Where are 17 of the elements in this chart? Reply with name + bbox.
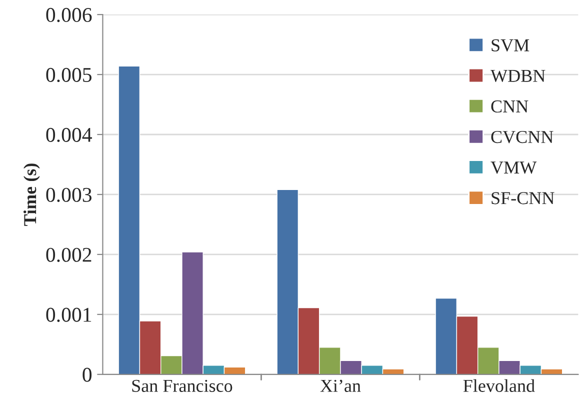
y-tick-label: 0.003: [46, 188, 92, 202]
legend-label: VMW: [490, 162, 537, 174]
x-tick-label: Xi’an: [320, 380, 361, 392]
y-tick-label: 0.001: [46, 308, 92, 322]
y-tick-label: 0.004: [46, 128, 92, 142]
legend-label: CNN: [491, 100, 528, 113]
legend-label: SVM: [492, 39, 530, 52]
y-tick-label: 0.005: [46, 68, 92, 82]
legend-label: CVCNN: [491, 130, 554, 144]
legend-label: SF-CNN: [492, 192, 554, 204]
legend-label: WDBN: [490, 70, 546, 82]
y-tick-label: 0.006: [46, 8, 92, 22]
y-tick-label: 0.002: [46, 248, 92, 262]
x-tick-label: Flevoland: [463, 379, 535, 392]
y-tick-label: 0: [82, 368, 92, 382]
y-axis-title: Time (s): [24, 164, 40, 226]
x-tick-label: San Francisco: [132, 380, 232, 392]
